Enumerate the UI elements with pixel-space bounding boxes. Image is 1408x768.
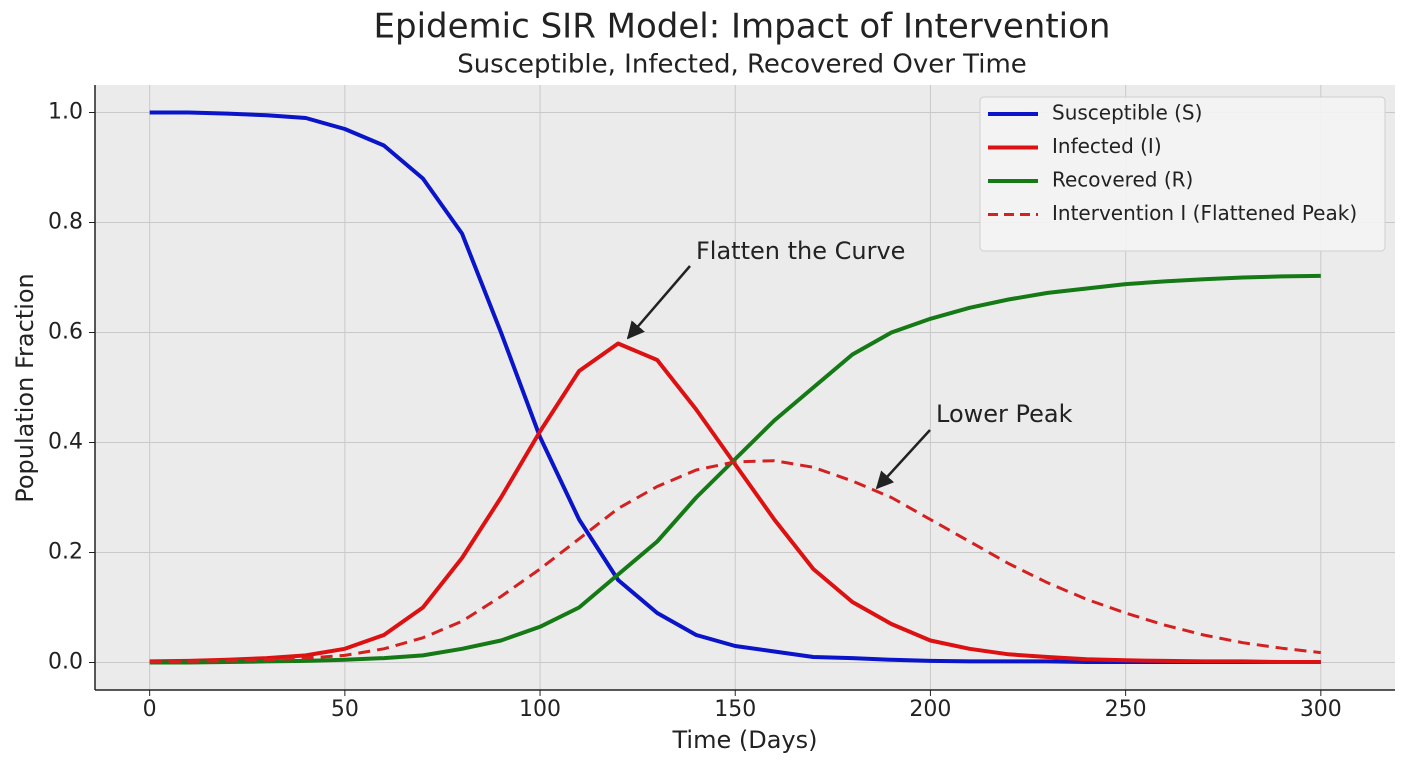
y-tick-label: 0.8 (48, 210, 83, 235)
legend-label: Intervention I (Flattened Peak) (1052, 201, 1357, 225)
x-tick-label: 0 (143, 697, 157, 722)
chart-subtitle: Susceptible, Infected, Recovered Over Ti… (457, 50, 1027, 80)
y-tick-label: 0.0 (48, 650, 83, 675)
annotation-arrow (626, 265, 691, 340)
legend: Susceptible (S) Infected (I) Recovered (R)… (979, 96, 1386, 252)
x-tick-label: 300 (1300, 697, 1342, 722)
chart-title: Epidemic SIR Model: Impact of Interventi… (374, 7, 1111, 47)
x-tick-label: 150 (714, 697, 756, 722)
x-tick-label: 200 (909, 697, 951, 722)
series-line (149, 273, 1321, 665)
x-tick-label: 50 (331, 697, 359, 722)
annotation: Flatten the Curve (696, 237, 905, 265)
series-line (149, 341, 1321, 664)
x-tick-label: 250 (1105, 697, 1147, 722)
series-line (149, 459, 1321, 664)
annotation: Lower Peak (936, 400, 1073, 428)
x-tick-label: 100 (519, 697, 561, 722)
y-axis-label: Population Fraction (11, 273, 39, 503)
y-tick-label: 0.6 (48, 320, 83, 345)
legend-box (979, 96, 1386, 252)
y-tick-label: 0.2 (48, 540, 83, 565)
annotation-arrow (875, 429, 931, 490)
legend-label: Infected (I) (1052, 134, 1162, 158)
legend-label: Recovered (R) (1052, 168, 1193, 192)
y-tick-label: 0.4 (48, 430, 83, 455)
legend-label: Susceptible (S) (1052, 101, 1202, 125)
y-tick-label: 1.0 (48, 100, 83, 125)
x-axis-label: Time (Days) (672, 726, 818, 754)
